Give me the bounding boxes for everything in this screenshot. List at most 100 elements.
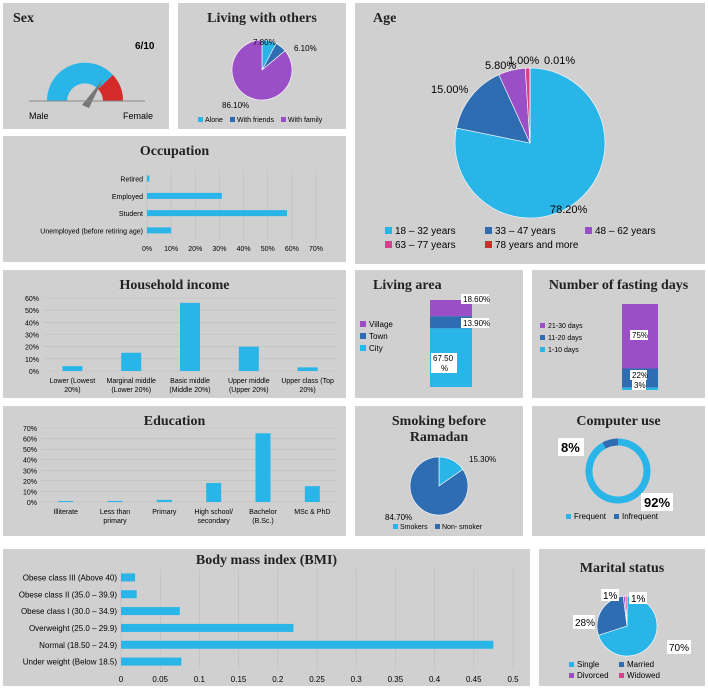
legend-label: Single (577, 660, 600, 669)
computer-donut: 8% 92% Frequent Infrequent (558, 438, 673, 521)
category-label: Bachelor (B.Sc.) (249, 509, 277, 525)
donut-segment (585, 438, 651, 504)
tick-label: 20% (188, 246, 202, 253)
category-label: Obese class II (35.0 – 39.9) (19, 590, 118, 599)
bar (121, 607, 180, 616)
pie-label-box (558, 438, 584, 456)
legend-label: With friends (237, 117, 274, 124)
legend-label: Infrequent (622, 512, 659, 521)
legend-label: 63 – 77 years (395, 240, 456, 251)
pie-label: 78.20% (550, 204, 588, 216)
legend-swatch (619, 662, 624, 667)
category-label: Less than primary (100, 509, 130, 525)
legend-label: Married (627, 660, 654, 669)
data-label-box (632, 380, 646, 390)
tick-label: 20% (23, 479, 37, 486)
data-label: 67.50% (433, 354, 454, 373)
smoking-title-line: Smoking before (391, 414, 487, 429)
pie-label-box (573, 615, 595, 629)
legend-label: 33 – 47 years (495, 226, 556, 237)
pie-slice (624, 595, 628, 627)
bar (58, 501, 74, 502)
category-label: Lower (Lowest 20%) (50, 378, 96, 394)
data-label-box (630, 330, 648, 340)
bar (206, 482, 222, 502)
tick-label: 70% (309, 246, 323, 253)
age-title: Age (373, 11, 397, 26)
category-label: Obese class III (Above 40) (23, 573, 118, 582)
category-label: Marginal middle (Lower 20%) (106, 378, 156, 394)
data-label: 18.60% (463, 295, 490, 304)
legend-label: Village (369, 320, 393, 329)
pie-slice (596, 595, 628, 636)
legend-swatch (360, 345, 366, 351)
gauge-max-label: Female (123, 111, 153, 121)
living-with-title: Living with others (207, 11, 317, 26)
education-title: Education (143, 414, 206, 429)
age-pie: 78.20% 15.00% 5.80% 1.00% 0.01% 18 – 32 … (385, 55, 656, 251)
legend-swatch (619, 673, 624, 678)
category-label: MSc & PhD (294, 509, 330, 516)
legend-swatch (393, 524, 398, 529)
smoking-panel: Smoking before Ramadan 15.30% 84.70% Smo… (355, 406, 523, 536)
legend-swatch (485, 227, 492, 234)
legend-swatch (540, 347, 545, 352)
bar (297, 367, 318, 371)
tick-label: 0 (119, 675, 124, 684)
category-label: High school/secondary (194, 509, 233, 525)
bar (147, 227, 172, 234)
occupation-panel: Occupation 0% 10% 20% 30% 40% 50% 60% 70% Retire… (3, 136, 346, 262)
category-label: Upper middle (Upper 20%) (228, 378, 270, 394)
legend-label: City (369, 344, 383, 353)
education-chart: 0% 10% 20% 30% 40% 50% 60% 70% Illiterate Less th… (23, 426, 337, 525)
legend-label: Divorced (577, 671, 609, 680)
pie-label: 1% (631, 594, 646, 605)
fasting-panel: Number of fasting days 21-30 days 11-20 … (532, 270, 705, 398)
bar (255, 433, 271, 502)
bar (147, 175, 150, 182)
tick-label: 30% (23, 468, 37, 475)
bar (121, 590, 137, 599)
data-label: 22% (632, 371, 648, 380)
category-label: Under weight (Below 18.5) (23, 658, 118, 667)
pie-label: 1% (603, 591, 618, 602)
category-label: Obese class I (30.0 – 34.9) (21, 607, 117, 616)
tick-label: 30% (212, 246, 226, 253)
legend-label: 78 years and more (495, 240, 579, 251)
category-label: Upper class (Top 20%) (281, 378, 334, 394)
data-label-box (630, 370, 647, 380)
pie-slice (231, 39, 293, 101)
bar (107, 500, 123, 502)
legend-label: 11-20 days (548, 335, 583, 342)
tick-label: 0.5 (507, 675, 519, 684)
income-title: Household income (119, 278, 230, 293)
marital-title: Marital status (579, 561, 665, 576)
smoking-title: Smoking before Ramadan (355, 414, 523, 446)
tick-label: 0.05 (152, 675, 168, 684)
pie-label: 70% (669, 643, 689, 654)
legend-swatch (435, 524, 440, 529)
computer-panel: Computer use 8% 92% Frequent Infrequent (532, 406, 705, 536)
legend-label: Frequent (574, 512, 607, 521)
computer-title: Computer use (576, 414, 661, 429)
legend-label: 18 – 32 years (395, 226, 456, 237)
category-label: Basic middle (Middle 20%) (169, 378, 210, 394)
occupation-chart: 0% 10% 20% 30% 40% 50% 60% 70% Retired Employed St… (40, 170, 323, 253)
bar (121, 623, 294, 632)
legend-swatch (540, 335, 545, 340)
category-label: Primary (152, 509, 177, 516)
pie-label-box (667, 640, 691, 654)
tick-label: 0.45 (466, 675, 482, 684)
tick-label: 0.4 (429, 675, 441, 684)
smoking-title-line: Ramadan (409, 430, 469, 445)
pie-slice (456, 74, 531, 144)
legend-swatch (230, 117, 235, 122)
legend-swatch (569, 662, 574, 667)
category-label: Illiterate (53, 509, 78, 516)
legend-swatch (569, 673, 574, 678)
legend-swatch (198, 117, 203, 122)
pie-label: 92% (644, 495, 670, 510)
legend-label: 48 – 62 years (595, 226, 656, 237)
bar (238, 346, 259, 371)
legend-swatch (566, 514, 571, 519)
